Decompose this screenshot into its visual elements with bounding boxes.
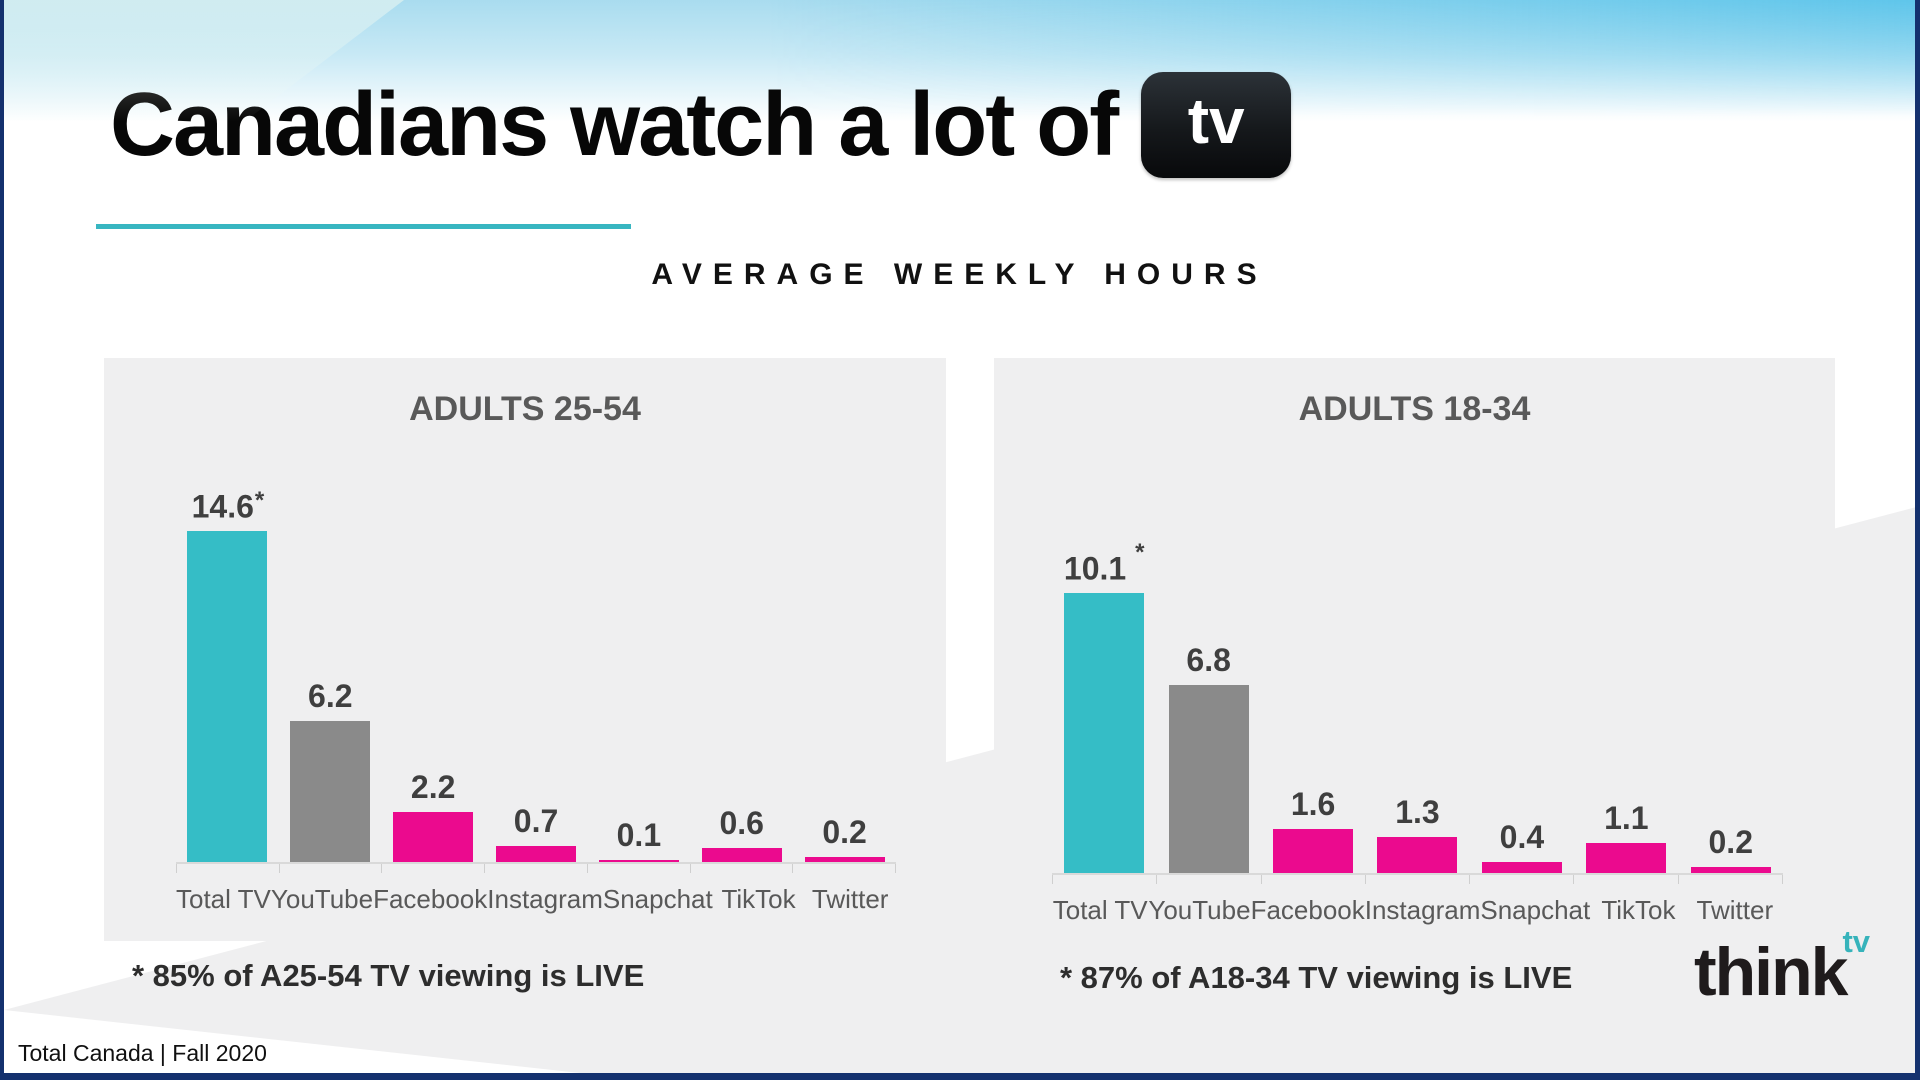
axis-label-facebook: Facebook <box>1250 895 1365 925</box>
axis-label-total-tv: Total TV <box>1052 895 1148 925</box>
bar-slot-instagram: 0.7 <box>485 805 588 862</box>
bar-youtube <box>290 721 371 862</box>
bar-slot-twitter: 0.2 <box>1679 826 1783 873</box>
axis-ticks <box>1052 875 1783 884</box>
bar-slot-youtube: 6.2 <box>279 680 382 862</box>
axis-label-youtube: YouTube <box>1148 895 1251 925</box>
axis-tick <box>280 864 383 873</box>
axis-tick <box>691 864 794 873</box>
axis-labels: Total TV YouTube Facebook Instagram Snapchat… <box>176 884 896 915</box>
bar-slot-total-tv: 10.1 * <box>1052 538 1156 873</box>
axis-label-snapchat: Snapchat <box>1480 895 1591 925</box>
axis-label-twitter: Twitter <box>811 884 889 914</box>
chart-panel-adults-18-34: ADULTS 18-34 10.1 * 6.8 1.6 1.3 0.4 1.1 0.2 Tot… <box>994 358 1835 941</box>
plot-area: 10.1 * 6.8 1.6 1.3 0.4 1.1 0.2 <box>1052 358 1783 875</box>
axis-label-youtube: YouTube <box>270 884 374 914</box>
value-label-instagram: 1.3 <box>1395 794 1440 831</box>
bar-instagram <box>496 846 576 862</box>
bar-slot-tiktok: 1.1 <box>1574 802 1678 873</box>
chart-panel-adults-25-54: ADULTS 25-54 14.6* 6.2 2.2 0.7 0.1 0.6 0.2 Tot… <box>104 358 946 941</box>
bar-slot-snapchat: 0.1 <box>587 819 690 862</box>
bar-twitter <box>804 857 885 862</box>
axis-ticks <box>176 864 897 873</box>
value-label-facebook: 2.2 <box>410 769 456 806</box>
axis-tick <box>1157 875 1262 884</box>
bar-youtube <box>1168 685 1249 873</box>
axis-tick <box>1052 875 1158 884</box>
chart-title: ADULTS 25-54 <box>409 390 641 428</box>
axis-tick <box>382 864 486 873</box>
bar-instagram <box>1377 837 1458 873</box>
axis-tick <box>1470 875 1575 884</box>
axis-label-facebook: Facebook <box>373 884 488 914</box>
live-asterisk: * <box>254 486 265 514</box>
live-asterisk: * <box>1135 538 1145 566</box>
bar-facebook <box>393 812 474 862</box>
axis-tick <box>485 864 588 873</box>
bar-slot-twitter: 0.2 <box>793 816 896 862</box>
axis-label-tiktok: TikTok <box>721 884 796 914</box>
axis-label-instagram: Instagram <box>487 884 603 914</box>
tv-logo-text: tv <box>1187 85 1245 158</box>
bar-slot-total-tv: 14.6* <box>176 486 279 862</box>
bar-tiktok <box>701 848 782 862</box>
thinktv-logo-tv: tv <box>1842 924 1871 959</box>
value-label-youtube: 6.2 <box>308 678 353 715</box>
bar-snapchat <box>598 860 679 862</box>
axis-label-snapchat: Snapchat <box>602 884 713 914</box>
bar-slot-snapchat: 0.4 <box>1470 821 1574 873</box>
bar-total-tv <box>1064 593 1145 873</box>
bar-slot-facebook: 2.2 <box>382 771 485 862</box>
value-label-total-tv: 10.1 * <box>1063 538 1145 587</box>
axis-label-instagram: Instagram <box>1364 895 1481 925</box>
top-gradient-band <box>4 0 1915 122</box>
value-label-tiktok: 0.6 <box>719 805 764 842</box>
axis-label-twitter: Twitter <box>1696 895 1774 925</box>
bar-total-tv <box>187 531 268 862</box>
bar-tiktok <box>1586 843 1667 873</box>
bar-slot-youtube: 6.8 <box>1156 644 1260 873</box>
value-label-twitter: 0.2 <box>1708 824 1753 861</box>
axis-label-tiktok: TikTok <box>1601 895 1676 925</box>
value-label-total-tv: 14.6* <box>191 486 265 525</box>
bar-slot-instagram: 1.3 <box>1365 796 1469 873</box>
chart-title: ADULTS 18-34 <box>1298 390 1531 428</box>
value-label-instagram: 0.7 <box>513 803 559 840</box>
tv-logo: tv <box>1141 72 1292 178</box>
axis-tick <box>176 864 280 873</box>
axis-tick <box>588 864 691 873</box>
title-underline <box>96 224 631 229</box>
value-label-facebook: 1.6 <box>1290 786 1336 823</box>
axis-label-total-tv: Total TV <box>176 884 271 914</box>
value-label-twitter: 0.2 <box>822 814 867 851</box>
plot-area: 14.6* 6.2 2.2 0.7 0.1 0.6 0.2 <box>176 358 896 864</box>
value-label-snapchat: 0.4 <box>1499 819 1545 856</box>
footnote-adults-25-54: * 85% of A25-54 TV viewing is LIVE <box>132 958 645 993</box>
thinktv-logo-think: think <box>1694 934 1848 1010</box>
axis-tick <box>1262 875 1366 884</box>
bar-slot-facebook: 1.6 <box>1261 788 1365 873</box>
value-label-tiktok: 1.1 <box>1604 800 1649 837</box>
subtitle: AVERAGE WEEKLY HOURS <box>651 258 1268 291</box>
value-label-youtube: 6.8 <box>1186 642 1231 679</box>
footnote-adults-18-34: * 87% of A18-34 TV viewing is LIVE <box>1060 960 1573 995</box>
value-label-snapchat: 0.1 <box>616 817 662 854</box>
axis-tick <box>1366 875 1471 884</box>
thinktv-logo: think tv <box>1694 926 1870 1010</box>
source-text: Total Canada | Fall 2020 <box>18 1040 267 1066</box>
axis-tick <box>1574 875 1679 884</box>
axis-tick <box>793 864 897 873</box>
bar-twitter <box>1690 867 1771 873</box>
axis-labels: Total TV YouTube Facebook Instagram Snapchat… <box>1052 895 1783 926</box>
bar-slot-tiktok: 0.6 <box>690 807 793 862</box>
axis-tick <box>1679 875 1783 884</box>
bar-snapchat <box>1481 862 1562 873</box>
bar-facebook <box>1273 829 1354 873</box>
